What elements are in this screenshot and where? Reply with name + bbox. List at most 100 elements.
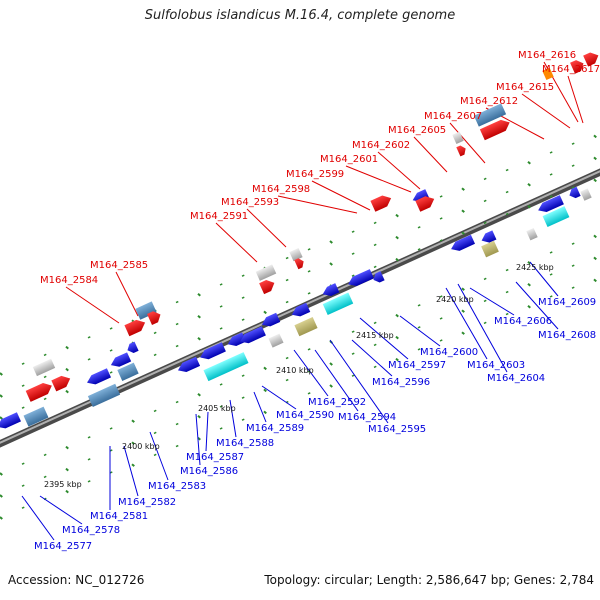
- gene-label-reverse: M164_2596: [372, 377, 430, 388]
- tick-mark: [439, 195, 443, 198]
- tick-mark: [373, 221, 377, 225]
- tick-mark: [505, 312, 509, 316]
- tick-mark: [153, 331, 157, 335]
- gene-feature: [25, 383, 52, 402]
- label-leader-line: [515, 281, 559, 330]
- label-leader-line: [377, 151, 421, 190]
- tick-mark: [483, 177, 487, 181]
- gene-label-reverse: M164_2588: [216, 438, 274, 449]
- tick-mark: [21, 384, 25, 387]
- gene-label-reverse: M164_2606: [494, 316, 552, 327]
- tick-mark: [417, 348, 421, 351]
- label-leader-line: [195, 413, 201, 466]
- label-leader-line: [149, 431, 169, 481]
- tick-mark: [285, 378, 289, 382]
- tick-mark: [571, 264, 575, 267]
- gene-feature: [294, 317, 318, 337]
- gene-feature: [117, 362, 139, 381]
- gene-label-reverse: M164_2609: [538, 297, 596, 308]
- tick-mark: [153, 353, 157, 357]
- tick-mark: [175, 322, 179, 326]
- tick-mark: [351, 274, 355, 277]
- tick-mark: [505, 190, 509, 194]
- tick-mark: [461, 231, 465, 235]
- gene-label-forward: M164_2585: [90, 260, 148, 271]
- tick-mark: [417, 226, 421, 229]
- tick-mark: [395, 235, 399, 240]
- tick-mark: [439, 217, 443, 220]
- tick-mark: [439, 295, 443, 298]
- tick-mark: [439, 339, 443, 342]
- gene-feature: [322, 283, 340, 296]
- tick-mark: [373, 321, 377, 325]
- gene-label-forward: M164_2602: [352, 140, 410, 151]
- tick-mark: [197, 315, 201, 319]
- gene-label-reverse: M164_2577: [34, 541, 92, 552]
- tick-mark: [219, 383, 223, 386]
- tick-mark: [395, 213, 399, 218]
- tick-mark: [395, 257, 399, 262]
- tick-mark: [87, 336, 91, 339]
- tick-mark: [571, 142, 575, 145]
- tick-mark: [0, 494, 3, 498]
- label-leader-line: [21, 495, 55, 541]
- tick-mark: [263, 366, 267, 371]
- gene-feature: [200, 342, 226, 360]
- tick-mark: [109, 371, 113, 374]
- genome-title: Sulfolobus islandicus M.16.4, complete g…: [144, 8, 456, 23]
- gene-label-forward: M164_2607: [424, 111, 482, 122]
- gene-feature: [289, 247, 303, 262]
- gene-feature: [583, 52, 599, 67]
- tick-mark: [483, 199, 487, 203]
- tick-mark: [263, 388, 267, 393]
- label-leader-line: [65, 286, 120, 324]
- kbp-position-label: 2420 kbp: [436, 295, 474, 304]
- tick-mark: [263, 310, 267, 315]
- label-leader-line: [123, 445, 139, 497]
- tick-mark: [131, 441, 135, 445]
- gene-feature: [255, 264, 277, 281]
- gene-feature: [203, 352, 249, 382]
- gene-label-reverse: M164_2608: [538, 330, 596, 341]
- kbp-position-label: 2415 kbp: [356, 331, 394, 340]
- label-leader-line: [293, 349, 329, 397]
- tick-mark: [87, 480, 91, 483]
- gene-feature: [370, 195, 392, 212]
- tick-mark: [65, 445, 69, 450]
- tick-mark: [241, 296, 245, 299]
- gene-feature: [570, 60, 584, 74]
- tick-mark: [593, 156, 597, 161]
- gene-label-forward: M164_2615: [496, 82, 554, 93]
- tick-mark: [21, 462, 25, 465]
- gene-feature: [473, 103, 507, 127]
- gene-feature: [452, 131, 464, 145]
- gene-label-reverse: M164_2578: [62, 525, 120, 536]
- gene-label-forward: M164_2617: [542, 64, 600, 75]
- gene-label-forward: M164_2605: [388, 125, 446, 136]
- tick-mark: [43, 453, 47, 457]
- gene-feature: [110, 352, 132, 367]
- kbp-position-label: 2425 kbp: [516, 263, 554, 272]
- tick-mark: [65, 389, 69, 394]
- gene-label-reverse: M164_2600: [420, 347, 478, 358]
- tick-mark: [65, 367, 69, 372]
- tick-mark: [527, 261, 531, 265]
- tick-mark: [0, 472, 3, 476]
- gene-label-forward: M164_2599: [286, 169, 344, 180]
- gene-label-forward: M164_2591: [190, 211, 248, 222]
- tick-mark: [571, 286, 575, 289]
- gene-feature: [542, 206, 570, 228]
- label-leader-line: [567, 75, 584, 124]
- gene-label-reverse: M164_2583: [148, 481, 206, 492]
- tick-mark: [241, 418, 245, 421]
- tick-mark: [329, 384, 333, 388]
- tick-mark: [219, 427, 223, 430]
- gene-label-forward: M164_2601: [320, 154, 378, 165]
- tick-mark: [197, 393, 201, 397]
- tick-mark: [483, 321, 487, 325]
- tick-mark: [285, 356, 289, 360]
- tick-mark: [197, 293, 201, 297]
- kbp-position-label: 2400 kbp: [122, 442, 160, 451]
- gene-label-reverse: M164_2586: [180, 466, 238, 477]
